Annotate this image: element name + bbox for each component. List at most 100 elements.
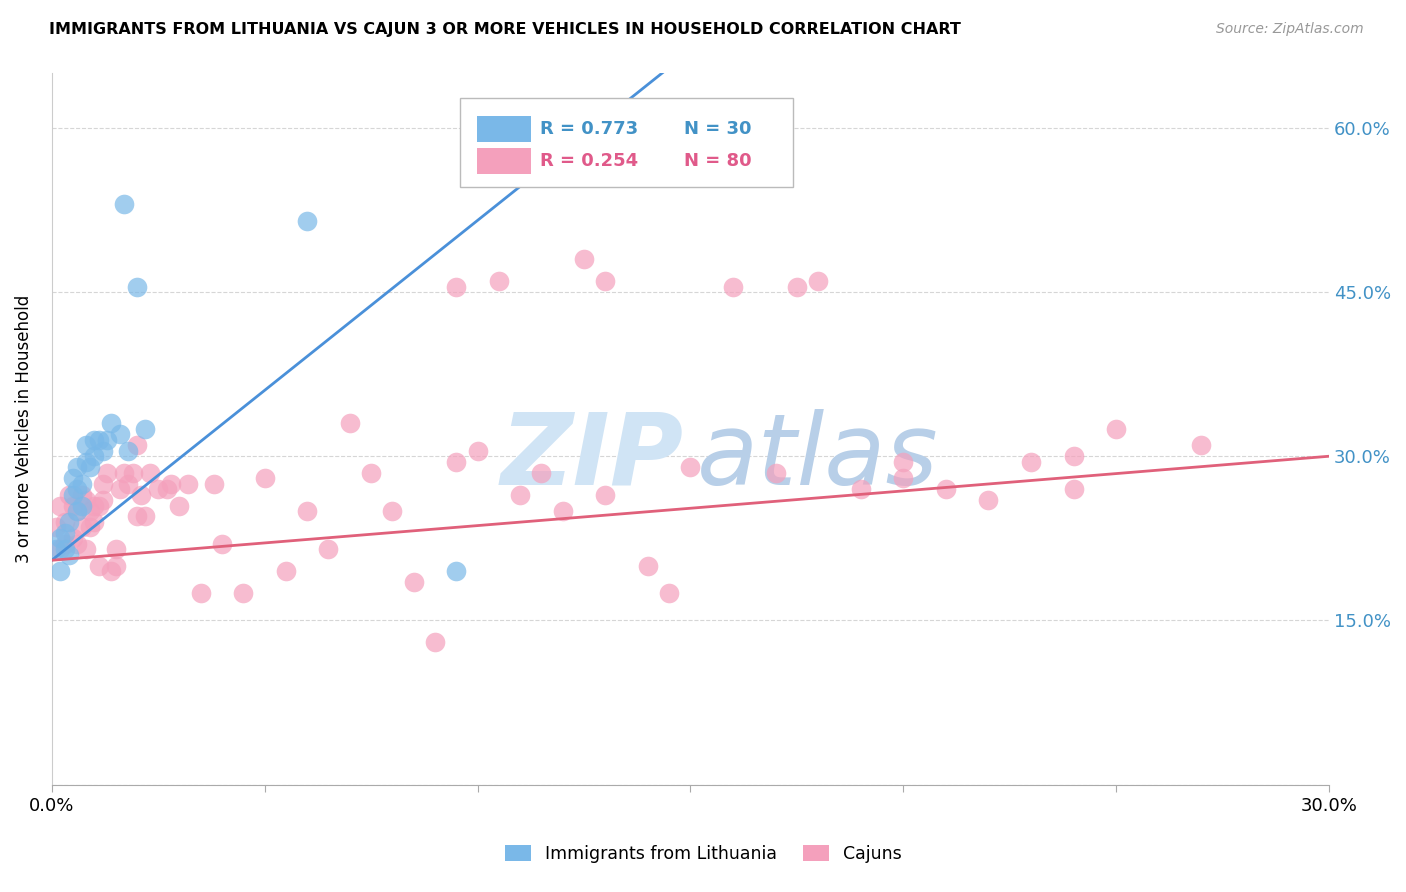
Point <box>169 499 191 513</box>
Point <box>83 449 105 463</box>
Point <box>104 542 127 557</box>
Point <box>129 487 152 501</box>
Point <box>83 499 105 513</box>
Point <box>87 499 110 513</box>
Point <box>318 542 340 557</box>
Point <box>75 438 97 452</box>
Point <box>295 214 318 228</box>
Point <box>70 499 93 513</box>
Text: N = 30: N = 30 <box>683 120 751 138</box>
Point <box>125 438 148 452</box>
Point <box>58 548 80 562</box>
Point <box>53 515 76 529</box>
Point <box>232 586 254 600</box>
Point <box>58 515 80 529</box>
Point <box>96 433 118 447</box>
Point <box>402 575 425 590</box>
Text: R = 0.773: R = 0.773 <box>540 120 638 138</box>
Point <box>721 279 744 293</box>
Point <box>49 532 72 546</box>
Point <box>134 422 156 436</box>
Point <box>104 558 127 573</box>
Point <box>91 493 114 508</box>
Point <box>62 532 84 546</box>
Point <box>1105 422 1128 436</box>
FancyBboxPatch shape <box>477 116 530 142</box>
Point <box>112 466 135 480</box>
Point <box>79 504 101 518</box>
Point <box>53 537 76 551</box>
Point <box>79 520 101 534</box>
Point <box>58 487 80 501</box>
Point <box>211 537 233 551</box>
Text: IMMIGRANTS FROM LITHUANIA VS CAJUN 3 OR MORE VEHICLES IN HOUSEHOLD CORRELATION C: IMMIGRANTS FROM LITHUANIA VS CAJUN 3 OR … <box>49 22 962 37</box>
Point <box>444 279 467 293</box>
Point <box>66 504 89 518</box>
Point <box>62 487 84 501</box>
Point <box>108 427 131 442</box>
Point <box>87 433 110 447</box>
Point <box>849 482 872 496</box>
Text: N = 80: N = 80 <box>683 153 752 170</box>
Point <box>75 493 97 508</box>
Point <box>100 564 122 578</box>
Point <box>190 586 212 600</box>
Point <box>679 460 702 475</box>
Point <box>295 504 318 518</box>
Legend: Immigrants from Lithuania, Cajuns: Immigrants from Lithuania, Cajuns <box>498 838 908 870</box>
Point <box>467 443 489 458</box>
Point <box>807 274 830 288</box>
Point <box>121 466 143 480</box>
Point <box>66 460 89 475</box>
Point <box>202 476 225 491</box>
Point <box>66 482 89 496</box>
Text: ZIP: ZIP <box>501 409 683 506</box>
Point <box>423 635 446 649</box>
Point <box>509 487 531 501</box>
Point <box>551 504 574 518</box>
Point <box>49 564 72 578</box>
Point <box>444 455 467 469</box>
Point <box>70 476 93 491</box>
Point <box>91 476 114 491</box>
Point <box>70 487 93 501</box>
Text: R = 0.254: R = 0.254 <box>540 153 638 170</box>
Point <box>112 197 135 211</box>
Text: Source: ZipAtlas.com: Source: ZipAtlas.com <box>1216 22 1364 37</box>
Point <box>83 515 105 529</box>
Point <box>62 471 84 485</box>
Point <box>45 520 67 534</box>
Point <box>148 482 170 496</box>
Point <box>70 520 93 534</box>
Point <box>339 417 361 431</box>
Point <box>53 542 76 557</box>
Point <box>45 542 67 557</box>
Point <box>117 476 139 491</box>
Point <box>765 466 787 480</box>
Point <box>49 542 72 557</box>
Point <box>66 537 89 551</box>
Point <box>108 482 131 496</box>
Point <box>977 493 1000 508</box>
Point <box>593 274 616 288</box>
Point <box>786 279 808 293</box>
Point <box>488 274 510 288</box>
Point <box>891 455 914 469</box>
Point <box>1063 482 1085 496</box>
Point <box>125 279 148 293</box>
Point <box>83 433 105 447</box>
Point <box>138 466 160 480</box>
Point <box>49 499 72 513</box>
Point <box>381 504 404 518</box>
Point <box>1189 438 1212 452</box>
Point <box>572 252 595 267</box>
Point <box>1019 455 1042 469</box>
Point <box>156 482 179 496</box>
Point <box>66 504 89 518</box>
Point <box>62 499 84 513</box>
FancyBboxPatch shape <box>461 98 793 186</box>
Point <box>530 466 553 480</box>
Point <box>117 443 139 458</box>
Point <box>1063 449 1085 463</box>
Point <box>75 542 97 557</box>
